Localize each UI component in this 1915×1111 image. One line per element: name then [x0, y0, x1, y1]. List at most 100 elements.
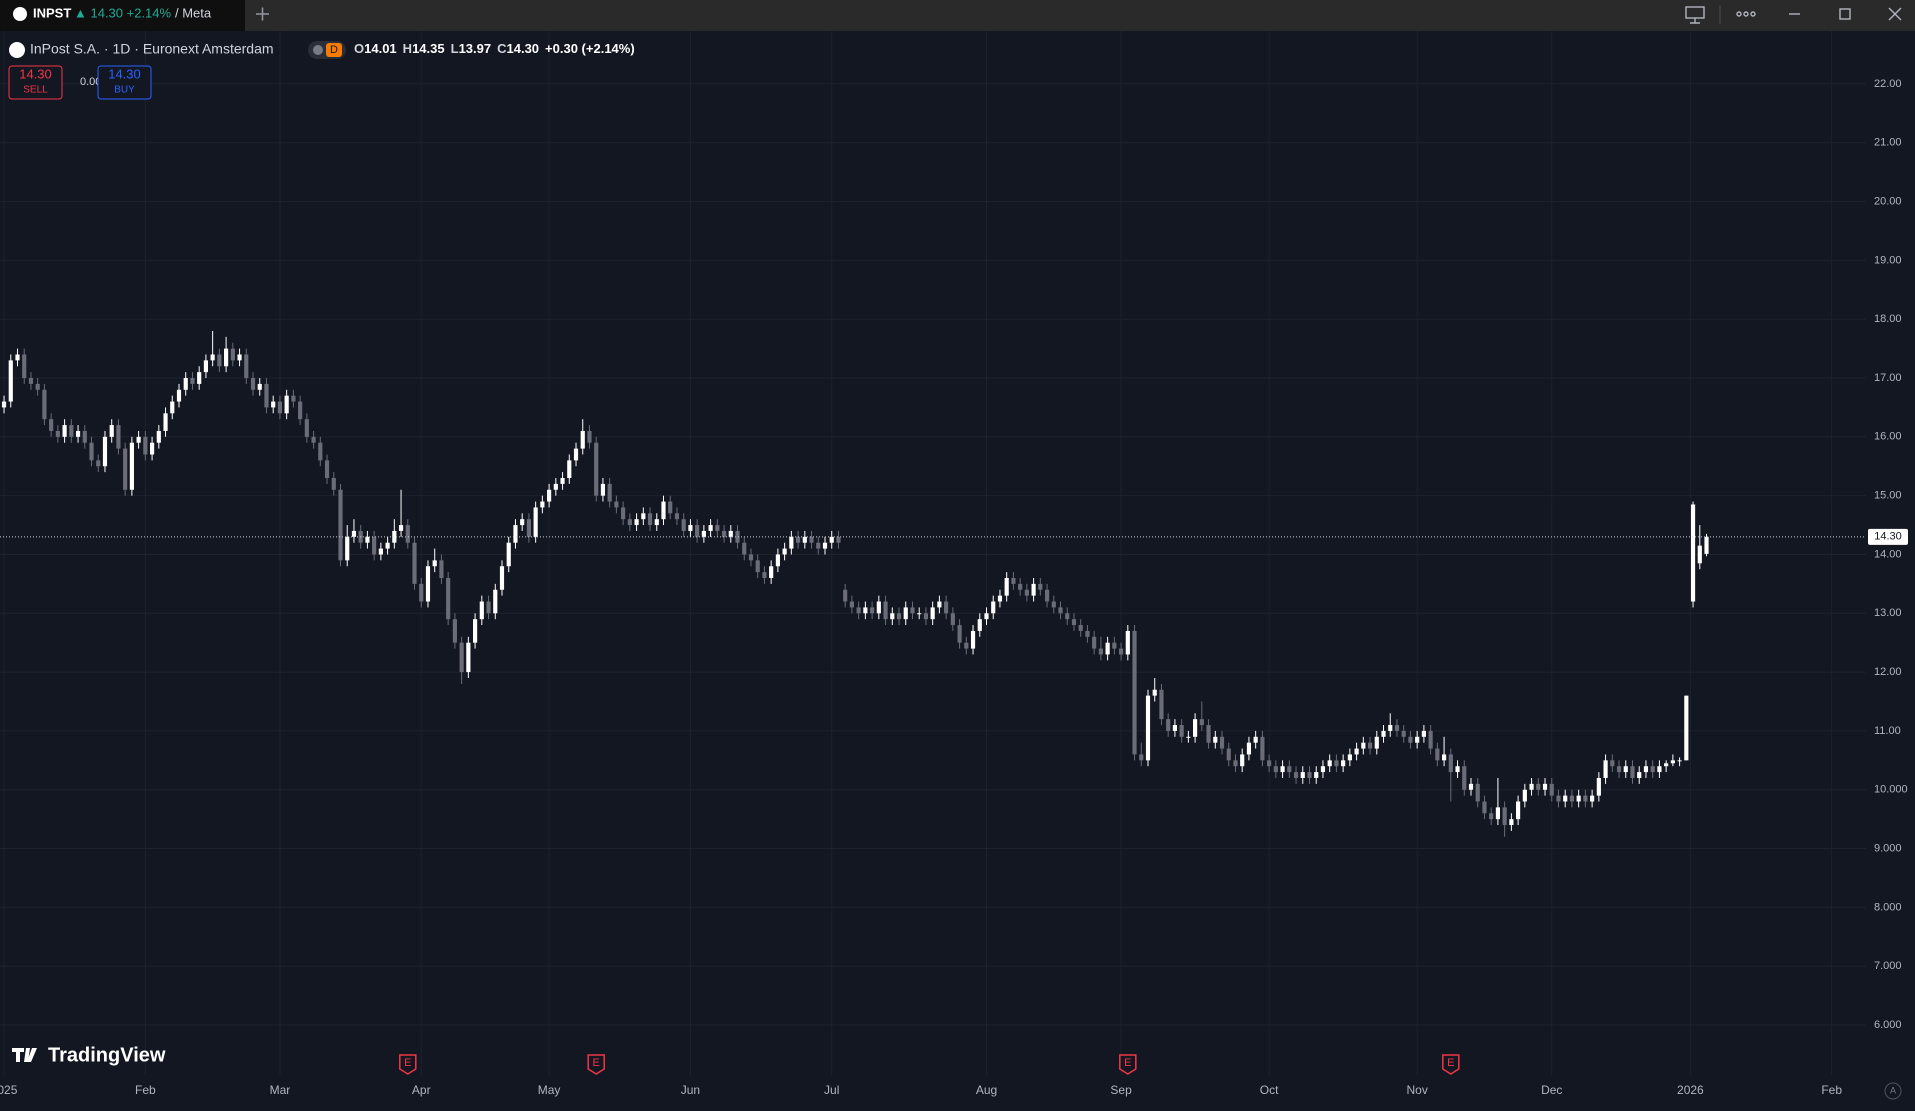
candle-body — [923, 613, 929, 620]
candle-body — [1166, 719, 1171, 731]
candle-body — [1206, 725, 1211, 743]
candle-body — [1280, 766, 1285, 773]
candle-body — [1441, 754, 1447, 761]
candle-body — [1219, 736, 1225, 749]
candle-body — [755, 560, 760, 573]
candle-body — [607, 483, 612, 502]
candle-body — [708, 525, 713, 531]
candle-body — [829, 536, 834, 543]
auto-scale-button[interactable] — [1884, 1082, 1902, 1100]
candle-body — [1462, 766, 1467, 790]
candle-body — [1502, 807, 1507, 826]
candle-body — [1509, 819, 1514, 826]
tab-change: ▲ 14.30 +2.14% — [74, 5, 172, 20]
candle-body — [1213, 736, 1218, 743]
close-button[interactable] — [1888, 7, 1902, 21]
candle-body — [1495, 807, 1501, 820]
candle-body — [580, 430, 585, 449]
candle-body — [1556, 795, 1561, 802]
candle-body — [136, 436, 141, 443]
candle-body — [991, 601, 996, 614]
earnings-marker-shape — [399, 1054, 417, 1075]
y-tick-label: 21.00 — [1874, 137, 1902, 149]
candle-body — [1118, 648, 1124, 655]
candle-body — [641, 513, 646, 520]
candle-body — [1307, 772, 1312, 778]
candle-body — [1112, 642, 1117, 649]
candle-body — [1394, 725, 1400, 731]
candle-body — [1482, 801, 1487, 814]
buy-button[interactable] — [97, 65, 152, 100]
candle-body — [1334, 760, 1339, 767]
candle-body — [230, 348, 235, 361]
candle-body — [257, 383, 262, 390]
candle-body — [950, 613, 955, 626]
candle-body — [742, 542, 747, 555]
candle-body — [863, 607, 868, 614]
candle-body — [1024, 589, 1029, 596]
candle-body — [769, 566, 774, 578]
candle-body — [533, 507, 538, 537]
candle-body — [1105, 642, 1110, 655]
y-tick-label: 17.00 — [1874, 372, 1902, 384]
candle-body — [1065, 613, 1070, 620]
candle-body — [600, 483, 606, 496]
last-price-label: 14.30 — [1874, 531, 1902, 543]
candle-body — [513, 525, 518, 543]
candle-body — [1630, 766, 1635, 778]
candle-body — [856, 607, 861, 614]
candle-body — [1603, 760, 1608, 778]
candle-body — [35, 383, 40, 390]
candle-body — [647, 513, 653, 526]
new-tab-button[interactable] — [256, 7, 269, 21]
ohlc-key: L — [451, 41, 459, 56]
y-tick-label: 16.00 — [1874, 431, 1902, 443]
x-tick-label: Aug — [976, 1083, 997, 1097]
earnings-marker-label: E — [404, 1057, 411, 1069]
candle-body — [587, 430, 592, 443]
active-tab[interactable] — [0, 0, 245, 31]
x-tick-label: Mar — [270, 1083, 291, 1097]
candle-body — [432, 560, 437, 567]
candle-body — [1320, 766, 1326, 773]
earnings-marker[interactable]: E — [587, 1054, 605, 1075]
x-tick-label: Dec — [1541, 1083, 1562, 1097]
sell-button[interactable] — [8, 65, 63, 100]
logo-text: TradingView — [48, 1044, 166, 1066]
candle-body — [264, 383, 269, 408]
candle-body — [903, 607, 908, 620]
candle-body — [129, 442, 134, 490]
candle-body — [1159, 689, 1164, 720]
candle-body — [217, 354, 222, 367]
candle-body — [459, 642, 464, 673]
candle-body — [1590, 795, 1595, 802]
badge-box — [326, 43, 342, 57]
candle-body — [795, 536, 801, 543]
earnings-marker[interactable]: E — [1442, 1054, 1460, 1075]
earnings-marker[interactable]: E — [399, 1054, 417, 1075]
candle-body — [843, 589, 848, 602]
candle-body — [816, 542, 821, 549]
candle-body — [1388, 725, 1393, 731]
earnings-marker[interactable]: E — [1119, 1054, 1137, 1075]
candle-body — [876, 601, 881, 614]
restore-button[interactable] — [1839, 8, 1851, 20]
candle-body — [627, 519, 632, 526]
candle-body — [318, 442, 323, 461]
candle-body — [1637, 772, 1642, 778]
candle-body — [721, 530, 727, 537]
sell-price: 14.30 — [19, 66, 52, 81]
candle-body — [452, 619, 457, 643]
candle-body — [1132, 630, 1137, 755]
candle-body — [163, 413, 168, 431]
candle-body — [1058, 607, 1063, 614]
candle-body — [1085, 630, 1090, 637]
candle-body — [688, 525, 693, 531]
more-button[interactable] — [1736, 11, 1756, 17]
candle-body — [1139, 754, 1144, 761]
candle-body — [822, 542, 828, 549]
candle-body — [1293, 772, 1299, 778]
candle-body — [1300, 772, 1305, 778]
